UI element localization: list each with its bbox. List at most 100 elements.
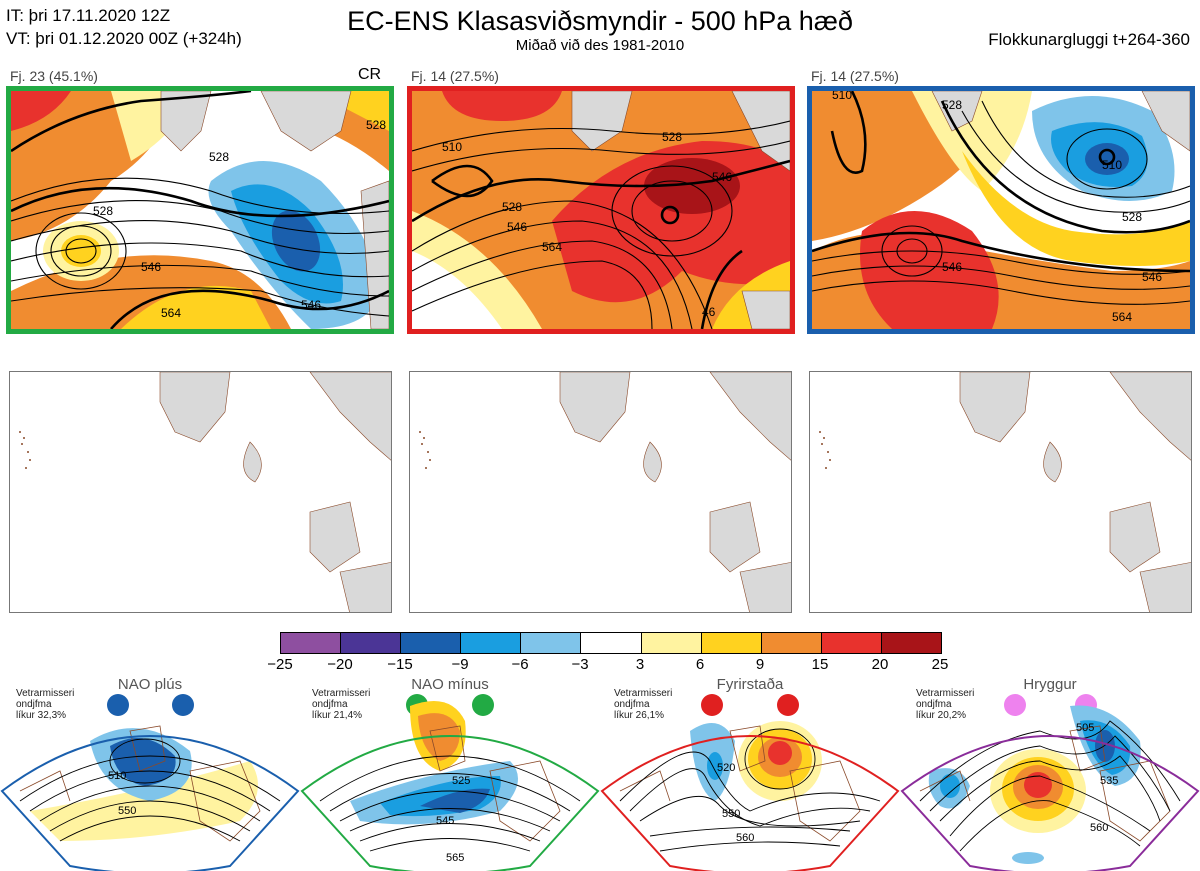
colorbar-tick: 15 [811, 656, 829, 673]
regime-dot-icon [107, 694, 129, 716]
cluster-map-2-svg: 510 528 528 546 546 564 46 [412, 91, 790, 329]
colorbar-segment [281, 633, 342, 653]
regime-title: NAO mínus [411, 676, 489, 693]
contour-label: 565 [446, 852, 464, 864]
regime-info: Vetrarmisseri ondjfma líkur 21,4% [312, 688, 370, 721]
contour-label: 546 [942, 260, 962, 274]
colorbar-tick: 9 [755, 656, 765, 673]
regime-info: Vetrarmisseri ondjfma líkur 32,3% [16, 688, 74, 721]
regime-info-line: ondjfma [916, 699, 952, 710]
contour-label: 510 [108, 770, 126, 782]
colorbar-segment [521, 633, 582, 653]
contour-label: 546 [712, 170, 732, 184]
contour-label: 525 [452, 775, 470, 787]
page-title: EC-ENS Klasasviðsmyndir - 500 hPa hæð [347, 6, 853, 36]
regime-probability: líkur 26,1% [614, 710, 665, 721]
colorbar-segment [401, 633, 462, 653]
regime-title: Fyrirstaða [716, 676, 784, 693]
contour-label: 560 [736, 832, 754, 844]
colorbar-segment [881, 633, 942, 653]
contour-label: 505 [1076, 722, 1094, 734]
regime-map-ridge: 505 535 560 [900, 705, 1200, 871]
colorbar-tick: −15 [387, 656, 413, 673]
contour-label: 528 [662, 130, 682, 144]
colorbar-tick: −25 [267, 656, 293, 673]
cluster-2-label: Fj. 14 (27.5%) [411, 68, 499, 84]
colorbar-tick: −3 [571, 656, 589, 673]
cluster-3-label: Fj. 14 (27.5%) [811, 68, 899, 84]
regime-info-line: ondjfma [614, 699, 650, 710]
contour-label: 564 [161, 306, 181, 320]
contour-label: 550 [118, 805, 136, 817]
valid-time: VT: þri 01.12.2020 00Z (+324h) [6, 29, 242, 48]
regime-map-blocking: 520 550 560 [600, 721, 900, 871]
regime-nao-minus: Vetrarmisseri ondjfma líkur 21,4% NAO mí… [300, 676, 600, 871]
contour-label: 510 [832, 91, 852, 102]
empty-map-1 [9, 371, 392, 613]
regime-dot-icon [472, 694, 494, 716]
window-label: Flokkunargluggi t+264-360 [988, 30, 1190, 49]
contour-label: 546 [141, 260, 161, 274]
colorbar-segment [821, 633, 882, 653]
colorbar-segment [761, 633, 822, 653]
contour-label: 560 [1090, 822, 1108, 834]
coastline-icon [19, 372, 391, 612]
regime-info-line: Vetrarmisseri [16, 688, 75, 699]
colorbar-tick: −20 [327, 656, 353, 673]
contour-label: 545 [436, 815, 454, 827]
regime-info: Vetrarmisseri ondjfma líkur 26,1% [614, 688, 672, 721]
regime-probability: líkur 21,4% [312, 710, 363, 721]
contour-label: 564 [542, 240, 562, 254]
regime-title: Hryggur [1023, 676, 1077, 693]
contour-label: 510 [1102, 158, 1122, 172]
contour-label: 546 [507, 220, 527, 234]
regime-info-line: ondjfma [312, 699, 348, 710]
contour-label: 528 [942, 98, 962, 112]
contour-label: 546 [1142, 270, 1162, 284]
init-time: IT: þri 17.11.2020 12Z [6, 6, 171, 25]
colorbar-segment [701, 633, 762, 653]
regime-info-line: Vetrarmisseri [312, 688, 371, 699]
regime-dot-icon [777, 694, 799, 716]
cluster-map-3-svg: 510 510 528 528 546 546 564 [812, 91, 1190, 329]
cluster-map-1: 528 528 528 546 546 564 [6, 86, 394, 334]
regime-probability: líkur 20,2% [916, 710, 967, 721]
colorbar-tick: 3 [635, 656, 645, 673]
colorbar-segment [581, 633, 642, 653]
regime-info-line: ondjfma [16, 699, 52, 710]
contour-label: 528 [209, 150, 229, 164]
cluster-1-tag: CR [358, 66, 382, 83]
cluster-map-2: 510 528 528 546 546 564 46 [407, 86, 795, 334]
colorbar-tick: −6 [511, 656, 529, 673]
empty-map-2 [409, 371, 792, 613]
contour-label: 528 [366, 118, 386, 132]
regime-dot-icon [701, 694, 723, 716]
contour-label: 564 [1112, 310, 1132, 324]
colorbar-segment [341, 633, 402, 653]
empty-map-3 [809, 371, 1192, 613]
page-subtitle: Miðað við des 1981-2010 [515, 37, 685, 54]
cluster-map-1-svg: 528 528 528 546 546 564 [11, 91, 389, 329]
colorbar-tick: 6 [695, 656, 705, 673]
contour-label: 520 [717, 762, 735, 774]
regime-info-line: Vetrarmisseri [614, 688, 673, 699]
regime-dot-icon [1004, 694, 1026, 716]
regime-dot-icon [172, 694, 194, 716]
contour-label: 46 [702, 305, 716, 319]
regime-info: Vetrarmisseri ondjfma líkur 20,2% [916, 688, 974, 721]
regime-nao-plus: Vetrarmisseri ondjfma líkur 32,3% NAO pl… [0, 676, 300, 871]
regime-map-nao-plus: 510 550 [0, 725, 300, 871]
colorbar-segment [641, 633, 702, 653]
header-times: IT: þri 17.11.2020 12Z VT: þri 01.12.202… [6, 4, 242, 50]
regime-probability: líkur 32,3% [16, 710, 67, 721]
regime-map-nao-minus: 525 545 565 [300, 701, 600, 871]
contour-label: 550 [722, 808, 740, 820]
regime-title: NAO plús [117, 676, 183, 693]
contour-label: 535 [1100, 775, 1118, 787]
regime-info-line: Vetrarmisseri [916, 688, 975, 699]
coastline-icon [419, 372, 791, 612]
colorbar-tick: −9 [451, 656, 469, 673]
regime-blocking: Vetrarmisseri ondjfma líkur 26,1% Fyrirs… [600, 676, 900, 871]
colorbar-tick: 20 [871, 656, 889, 673]
coastline-icon [819, 372, 1191, 612]
